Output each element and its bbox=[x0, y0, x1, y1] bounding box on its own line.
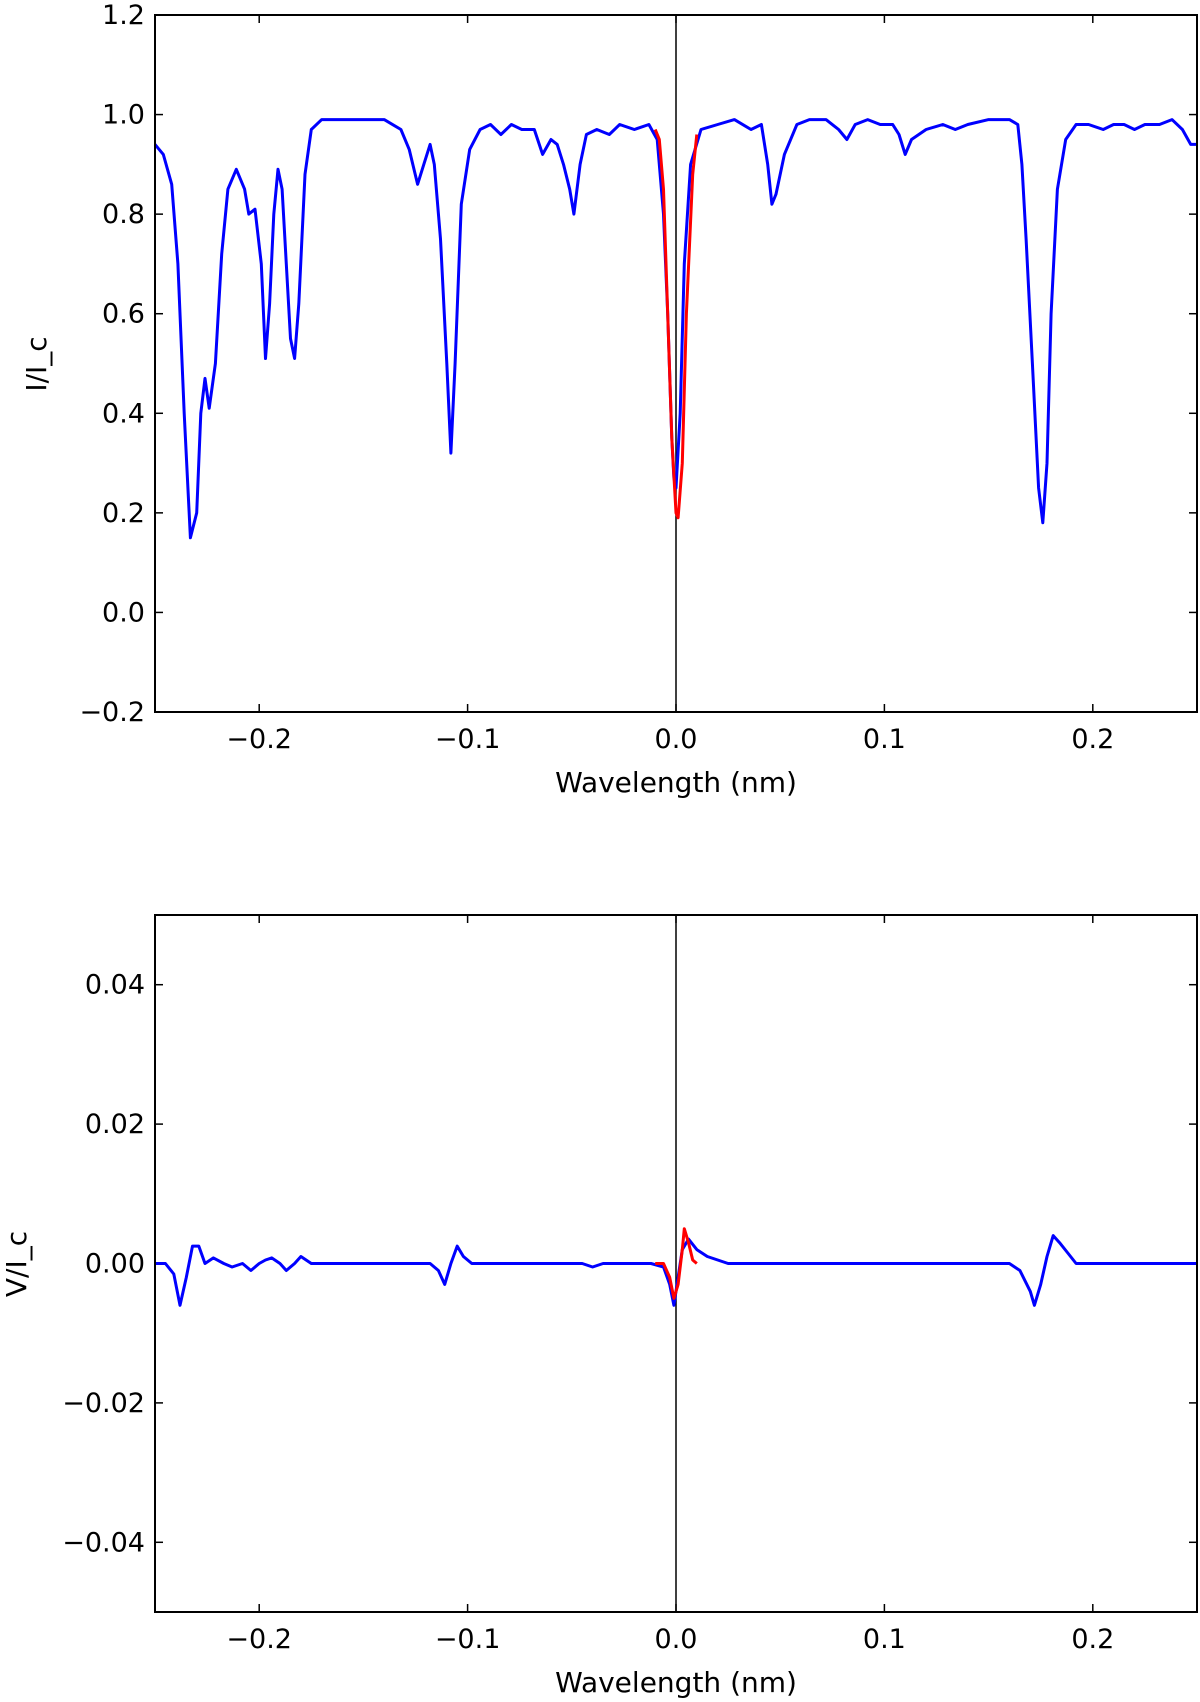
plot-frame bbox=[154, 914, 1198, 1613]
y-tick-label: 0.02 bbox=[85, 1109, 145, 1140]
y-tick-label: 0.0 bbox=[102, 597, 145, 628]
red-series-line bbox=[653, 128, 699, 520]
x-tick-label: 0.2 bbox=[1071, 1624, 1114, 1655]
y-axis-label: I/I_c bbox=[20, 336, 53, 391]
red-series-line bbox=[655, 1227, 698, 1300]
y-tick-label: 0.00 bbox=[85, 1249, 145, 1280]
y-tick-label: 0.2 bbox=[102, 498, 145, 529]
y-tick-label: 0.04 bbox=[85, 970, 145, 1001]
y-tick-label: 0.6 bbox=[102, 299, 145, 330]
series-group bbox=[155, 1227, 1197, 1307]
y-ticks: −0.04 −0.02 0.00 0.02 0.04 bbox=[62, 970, 1197, 1558]
x-ticks: −0.2 −0.1 0.0 0.1 0.2 bbox=[226, 915, 1114, 1655]
x-tick-label: 0.1 bbox=[863, 724, 906, 755]
x-tick-label: −0.2 bbox=[226, 724, 292, 755]
x-tick-label: −0.1 bbox=[435, 724, 501, 755]
y-ticks: −0.2 0.0 0.2 0.4 0.6 0.8 1.0 1.2 bbox=[79, 0, 1197, 728]
y-axis-label: V/I_c bbox=[0, 1231, 33, 1297]
blue-series-line bbox=[153, 118, 1197, 540]
x-tick-label: −0.2 bbox=[226, 1624, 292, 1655]
stokes-v-chart: −0.04 −0.02 0.00 0.02 0.04 −0.2 −0.1 0.0 0.1 0.2… bbox=[0, 914, 1198, 1699]
x-tick-label: 0.0 bbox=[655, 724, 698, 755]
y-tick-label: 0.4 bbox=[102, 398, 145, 429]
y-tick-label: −0.04 bbox=[62, 1527, 145, 1558]
intensity-chart: −0.2 0.0 0.2 0.4 0.6 0.8 1.0 1.2 −0.2 −0.1 0.0 0.1… bbox=[20, 0, 1198, 799]
blue-series-line bbox=[155, 1234, 1197, 1307]
y-tick-label: −0.02 bbox=[62, 1388, 145, 1419]
x-tick-label: 0.2 bbox=[1071, 724, 1114, 755]
y-tick-label: 0.8 bbox=[102, 199, 145, 230]
y-tick-label: 1.0 bbox=[102, 100, 145, 131]
x-tick-label: −0.1 bbox=[435, 1624, 501, 1655]
x-axis-label: Wavelength (nm) bbox=[555, 1666, 797, 1699]
x-ticks: −0.2 −0.1 0.0 0.1 0.2 bbox=[226, 15, 1114, 755]
x-axis-label: Wavelength (nm) bbox=[555, 766, 797, 799]
series-group bbox=[153, 118, 1197, 540]
y-tick-label: 1.2 bbox=[102, 0, 145, 31]
y-tick-label: −0.2 bbox=[79, 697, 145, 728]
x-tick-label: 0.0 bbox=[655, 1624, 698, 1655]
plot-frame bbox=[154, 14, 1198, 713]
x-tick-label: 0.1 bbox=[863, 1624, 906, 1655]
